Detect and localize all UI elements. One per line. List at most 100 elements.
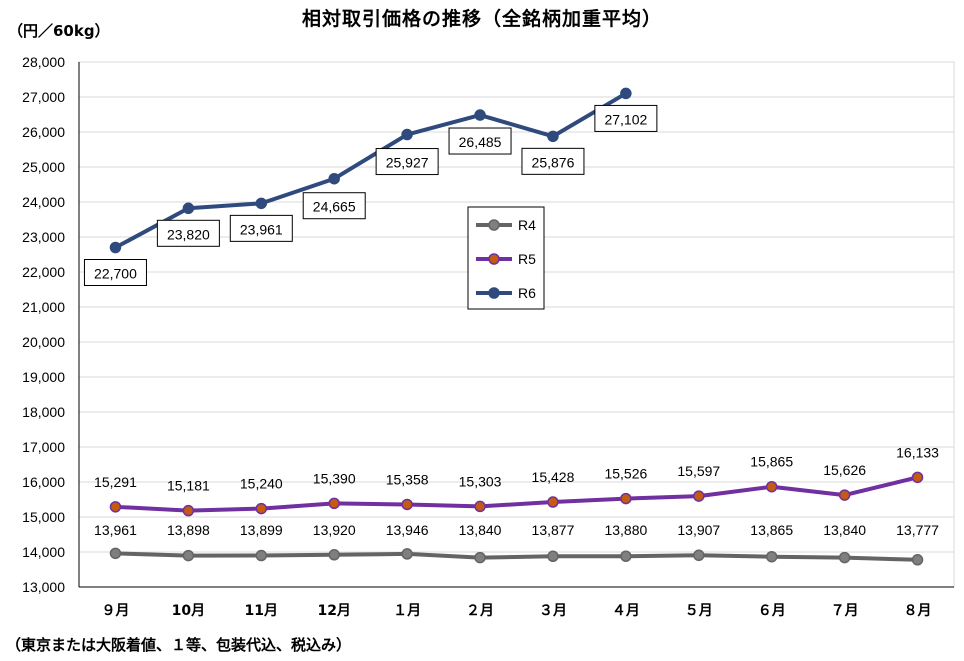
y-tick-label: 18,000 bbox=[22, 404, 65, 420]
data-label-frame bbox=[448, 127, 512, 155]
data-label: 23,961 bbox=[240, 221, 283, 237]
x-tick-label: ５月 bbox=[685, 603, 713, 619]
data-label: 13,877 bbox=[532, 522, 575, 538]
legend-marker-r4 bbox=[488, 219, 500, 231]
data-point-r4 bbox=[328, 549, 340, 561]
data-label: 15,303 bbox=[459, 473, 502, 489]
y-tick-label: 16,000 bbox=[22, 474, 65, 490]
y-tick-label: 28,000 bbox=[22, 54, 65, 70]
data-point-r5 bbox=[693, 490, 705, 502]
data-label: 22,700 bbox=[94, 266, 137, 282]
data-label-box: 23,820 bbox=[156, 219, 220, 247]
data-label-frame bbox=[594, 104, 658, 132]
data-point-r5 bbox=[109, 501, 122, 513]
y-tick-label: 20,000 bbox=[22, 334, 65, 350]
y-tick-label: 17,000 bbox=[22, 439, 65, 455]
data-label: 15,358 bbox=[386, 471, 429, 487]
data-label: 13,840 bbox=[459, 522, 502, 538]
data-point-r6 bbox=[547, 130, 559, 143]
legend-label: R4 bbox=[518, 217, 536, 233]
data-point-r4 bbox=[182, 549, 195, 562]
data-label: 24,665 bbox=[313, 199, 356, 215]
data-label: 15,390 bbox=[313, 470, 356, 486]
data-point-r6 bbox=[474, 109, 486, 121]
data-label: 25,876 bbox=[532, 154, 575, 170]
data-label: 13,899 bbox=[240, 522, 283, 538]
data-point-r6 bbox=[620, 87, 632, 100]
x-tick-label: ２月 bbox=[466, 603, 494, 619]
data-point-r5 bbox=[474, 500, 486, 513]
data-point-r4 bbox=[547, 550, 559, 563]
data-label: 23,820 bbox=[167, 226, 210, 242]
data-point-r5 bbox=[182, 504, 195, 517]
data-label: 15,181 bbox=[167, 478, 210, 494]
data-label: 16,133 bbox=[896, 444, 939, 460]
data-label-frame bbox=[229, 214, 293, 242]
legend-marker-r6 bbox=[488, 287, 500, 299]
legend-label: R5 bbox=[518, 251, 536, 267]
data-label-frame bbox=[375, 148, 439, 176]
data-point-r5 bbox=[255, 502, 268, 515]
y-tick-label: 13,000 bbox=[22, 579, 65, 595]
data-label-box: 23,961 bbox=[229, 214, 293, 242]
y-tick-label: 14,000 bbox=[22, 544, 65, 560]
data-label: 13,898 bbox=[167, 522, 210, 538]
y-tick-label: 22,000 bbox=[22, 264, 65, 280]
x-tick-label: 11月 bbox=[245, 603, 278, 619]
x-tick-label: 12月 bbox=[317, 603, 350, 619]
series-line-r5 bbox=[115, 475, 919, 513]
data-label: 15,597 bbox=[677, 463, 720, 479]
data-label: 13,865 bbox=[750, 522, 793, 538]
y-tick-label: 23,000 bbox=[22, 229, 65, 245]
x-tick-label: ８月 bbox=[904, 603, 932, 619]
x-tick-label: ９月 bbox=[101, 603, 129, 619]
data-label: 15,428 bbox=[532, 469, 575, 485]
data-label: 13,880 bbox=[604, 522, 647, 538]
data-point-r4 bbox=[620, 550, 632, 562]
data-point-r6 bbox=[109, 241, 122, 254]
data-label-box: 26,485 bbox=[448, 127, 512, 155]
y-tick-label: 26,000 bbox=[22, 124, 65, 140]
data-label: 15,240 bbox=[240, 476, 283, 492]
data-label-frame bbox=[156, 219, 220, 247]
y-tick-label: 21,000 bbox=[22, 299, 65, 315]
y-tick-label: 27,000 bbox=[22, 89, 65, 105]
data-label: 13,907 bbox=[677, 522, 720, 538]
chart-footnote: （東京または大阪着値、１等、包装代込、税込み） bbox=[6, 636, 352, 654]
data-label: 13,961 bbox=[94, 522, 137, 538]
data-point-r6 bbox=[401, 128, 413, 141]
legend-label: R6 bbox=[518, 285, 536, 301]
data-point-r4 bbox=[911, 554, 924, 566]
x-tick-label: ６月 bbox=[758, 603, 786, 619]
data-label: 25,927 bbox=[386, 155, 429, 171]
data-point-r4 bbox=[838, 551, 851, 564]
data-point-r5 bbox=[401, 498, 413, 511]
x-tick-label: ７月 bbox=[831, 603, 859, 619]
series-line-r4 bbox=[115, 551, 918, 562]
data-point-r5 bbox=[765, 480, 778, 493]
data-label: 15,526 bbox=[604, 466, 647, 482]
x-tick-label: ３月 bbox=[539, 603, 567, 619]
data-label-frame bbox=[83, 259, 147, 286]
data-point-r5 bbox=[911, 471, 924, 484]
series-line-r6 bbox=[114, 91, 627, 250]
data-label-box: 25,876 bbox=[521, 147, 585, 175]
chart-title: 相対取引価格の推移（全銘柄加重平均） bbox=[301, 8, 662, 30]
x-tick-label: ４月 bbox=[612, 603, 640, 619]
data-label: 26,485 bbox=[459, 134, 502, 150]
data-label-box: 27,102 bbox=[594, 104, 658, 132]
data-point-r4 bbox=[109, 547, 122, 560]
data-point-r6 bbox=[182, 202, 195, 215]
data-label: 13,946 bbox=[386, 522, 429, 538]
data-label-box: 22,700 bbox=[83, 259, 147, 286]
data-point-r4 bbox=[401, 548, 413, 560]
y-axis-unit-label: （円／60kg） bbox=[8, 22, 110, 40]
x-tick-label: １月 bbox=[393, 603, 421, 619]
data-point-r5 bbox=[838, 489, 851, 501]
data-point-r5 bbox=[328, 497, 340, 510]
data-label-box: 24,665 bbox=[302, 192, 366, 220]
y-tick-label: 15,000 bbox=[22, 509, 65, 525]
data-label: 27,102 bbox=[604, 111, 647, 127]
y-tick-label: 24,000 bbox=[22, 194, 65, 210]
